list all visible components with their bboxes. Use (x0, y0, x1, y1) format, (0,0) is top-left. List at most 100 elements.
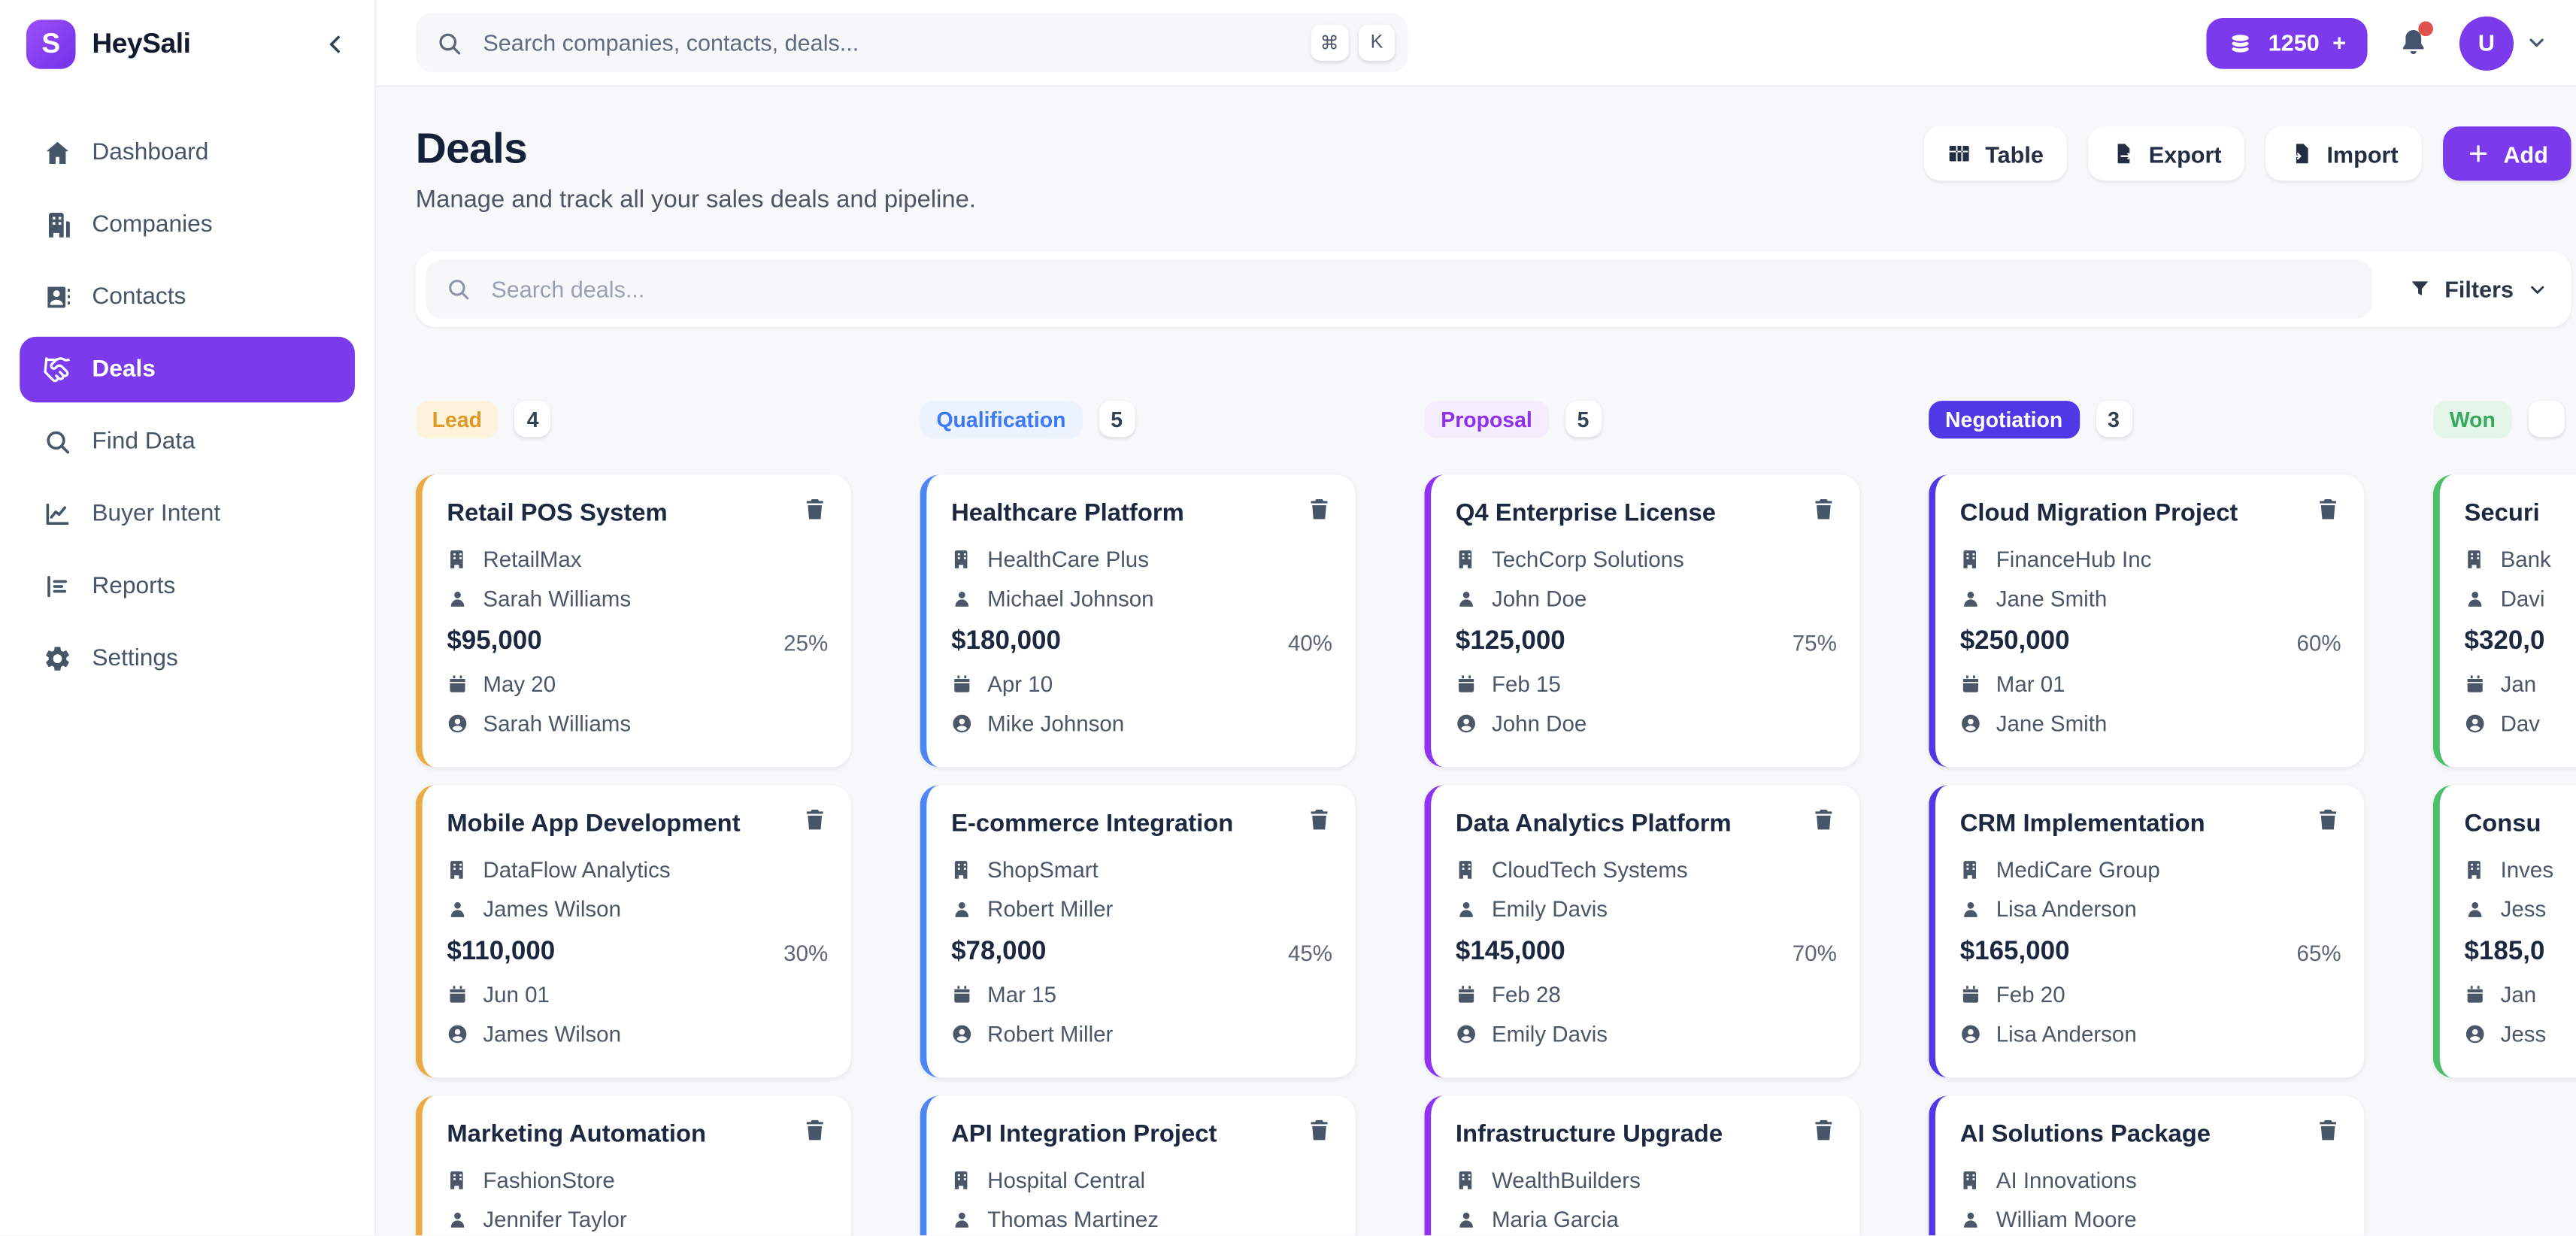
delete-deal-button[interactable] (1811, 1117, 1837, 1144)
deal-contact-row: William Moore (1960, 1207, 2341, 1232)
delete-deal-button[interactable] (2315, 807, 2341, 833)
deal-value-row: $165,000 65% (1960, 938, 2341, 968)
search-icon (449, 280, 469, 300)
column-stage-chip: Won (2432, 400, 2512, 438)
delete-deal-button[interactable] (1306, 807, 1332, 833)
add-deal-button[interactable]: Add (2442, 126, 2571, 181)
deal-search[interactable] (425, 259, 2373, 319)
sidebar-item-settings[interactable]: Settings (20, 626, 355, 691)
button-label: Import (2326, 140, 2399, 167)
calendar-icon (1962, 986, 1978, 1003)
deal-card[interactable]: CRM Implementation MediCare Group Lisa A… (1929, 785, 2365, 1078)
filter-bar: Filters (415, 251, 2571, 327)
deal-card[interactable]: Consu Inves Jess $185,0 Jan Jess (2432, 785, 2576, 1078)
global-search-input[interactable] (480, 28, 1294, 58)
deal-title: Securi (2464, 499, 2540, 528)
sidebar-item-label: Dashboard (92, 139, 209, 166)
sidebar-item-deals[interactable]: Deals (20, 336, 355, 403)
deal-owner-row: Lisa Anderson (1960, 1022, 2341, 1047)
deal-owner: Mike Johnson (987, 711, 1125, 736)
deal-company-row: DataFlow Analytics (447, 858, 828, 882)
search-icon (47, 431, 70, 454)
avatar[interactable]: U (2459, 15, 2514, 70)
deal-card[interactable]: Data Analytics Platform CloudTech System… (1424, 785, 1860, 1078)
deal-card[interactable]: API Integration Project Hospital Central… (920, 1095, 1356, 1236)
deal-company: Hospital Central (987, 1168, 1146, 1193)
delete-deal-button[interactable] (2315, 1117, 2341, 1144)
deal-contact: Emily Davis (1491, 897, 1608, 922)
delete-deal-button[interactable] (1306, 496, 1332, 523)
user-menu[interactable]: U (2459, 15, 2548, 70)
trash-icon (806, 1119, 823, 1141)
deal-title: Mobile App Development (447, 810, 741, 838)
building-icon (49, 212, 70, 238)
notifications-button[interactable] (2397, 21, 2433, 59)
deal-card[interactable]: Healthcare Platform HealthCare Plus Mich… (920, 474, 1356, 768)
delete-deal-button[interactable] (1306, 1117, 1332, 1144)
delete-deal-button[interactable] (802, 1117, 828, 1144)
deal-company-row: Hospital Central (951, 1168, 1332, 1193)
sidebar-item-label: Settings (92, 645, 178, 672)
sidebar-item-reports[interactable]: Reports (20, 553, 355, 619)
deal-company: TechCorp Solutions (1491, 547, 1684, 572)
delete-deal-button[interactable] (802, 496, 828, 523)
page-title: Deals (415, 123, 528, 173)
sidebar-item-dashboard[interactable]: Dashboard (20, 120, 355, 186)
deal-contact: Maria Garcia (1491, 1207, 1619, 1232)
button-label: Table (1985, 140, 2044, 167)
deal-date-row: May 20 (447, 672, 828, 696)
deal-card[interactable]: Cloud Migration Project FinanceHub Inc J… (1929, 474, 2365, 768)
sidebar-collapse-button[interactable] (322, 30, 348, 56)
deal-value-row: $78,000 45% (951, 938, 1332, 968)
tokens-button[interactable]: 1250 + (2205, 17, 2368, 68)
delete-deal-button[interactable] (1811, 807, 1837, 833)
import-button[interactable]: Import (2265, 126, 2422, 181)
deal-title: Healthcare Platform (951, 499, 1184, 528)
topbar: ⌘ K 1250 + (376, 0, 2576, 87)
deal-value-row: $145,000 70% (1456, 938, 1837, 968)
sidebar-item-label: Deals (92, 356, 156, 383)
building-icon (1459, 550, 1472, 568)
deal-company-row: CloudTech Systems (1456, 858, 1837, 882)
column-count-badge: 4 (514, 401, 551, 438)
deal-card[interactable]: Mobile App Development DataFlow Analytic… (415, 785, 851, 1078)
deal-date: Mar 01 (1996, 671, 2065, 697)
deal-title: Data Analytics Platform (1455, 810, 1732, 838)
deal-search-input[interactable] (487, 274, 2353, 304)
main-area: ⌘ K 1250 + (376, 0, 2576, 1236)
deal-card[interactable]: Marketing Automation FashionStore Jennif… (415, 1095, 851, 1236)
sidebar-item-find-data[interactable]: Find Data (20, 409, 355, 474)
delete-deal-button[interactable] (802, 807, 828, 833)
deal-company: FashionStore (483, 1168, 615, 1193)
deal-contact-row: Davi (2465, 586, 2576, 611)
deal-value-row: $95,000 25% (447, 628, 828, 657)
sidebar-item-contacts[interactable]: Contacts (20, 265, 355, 330)
table-view-button[interactable]: Table (1924, 126, 2067, 181)
column-cards: Retail POS System RetailMax Sarah Willia… (415, 474, 851, 1236)
person-icon (1459, 1212, 1473, 1228)
deal-card[interactable]: Securi Bank Davi $320,0 Jan Dav (2432, 474, 2576, 768)
building-icon (450, 1171, 463, 1189)
deal-card[interactable]: Retail POS System RetailMax Sarah Willia… (415, 474, 851, 768)
deal-card[interactable]: E-commerce Integration ShopSmart Robert … (920, 785, 1356, 1078)
global-search[interactable]: ⌘ K (415, 13, 1408, 73)
deal-probability: 60% (2296, 629, 2341, 655)
delete-deal-button[interactable] (1811, 496, 1837, 523)
delete-deal-button[interactable] (2315, 496, 2341, 523)
deal-owner-row: James Wilson (447, 1022, 828, 1047)
deal-title: Retail POS System (447, 499, 668, 528)
deal-date: Feb 15 (1491, 671, 1561, 697)
deal-card[interactable]: Q4 Enterprise License TechCorp Solutions… (1424, 474, 1860, 768)
filters-button[interactable]: Filters (2402, 276, 2554, 302)
deal-card[interactable]: AI Solutions Package AI Innovations Will… (1929, 1095, 2365, 1236)
trash-icon (1815, 498, 1832, 520)
sidebar-item-buyer-intent[interactable]: Buyer Intent (20, 481, 355, 547)
kanban-board: Lead 4 Retail POS System RetailMax Sarah… (415, 399, 2576, 1236)
export-button[interactable]: Export (2087, 126, 2245, 181)
deal-company-row: RetailMax (447, 547, 828, 571)
deal-card[interactable]: Infrastructure Upgrade WealthBuilders Ma… (1424, 1095, 1860, 1236)
deal-company: FinanceHub Inc (1996, 547, 2152, 572)
sidebar-item-companies[interactable]: Companies (20, 192, 355, 258)
deal-company: MediCare Group (1996, 857, 2160, 883)
